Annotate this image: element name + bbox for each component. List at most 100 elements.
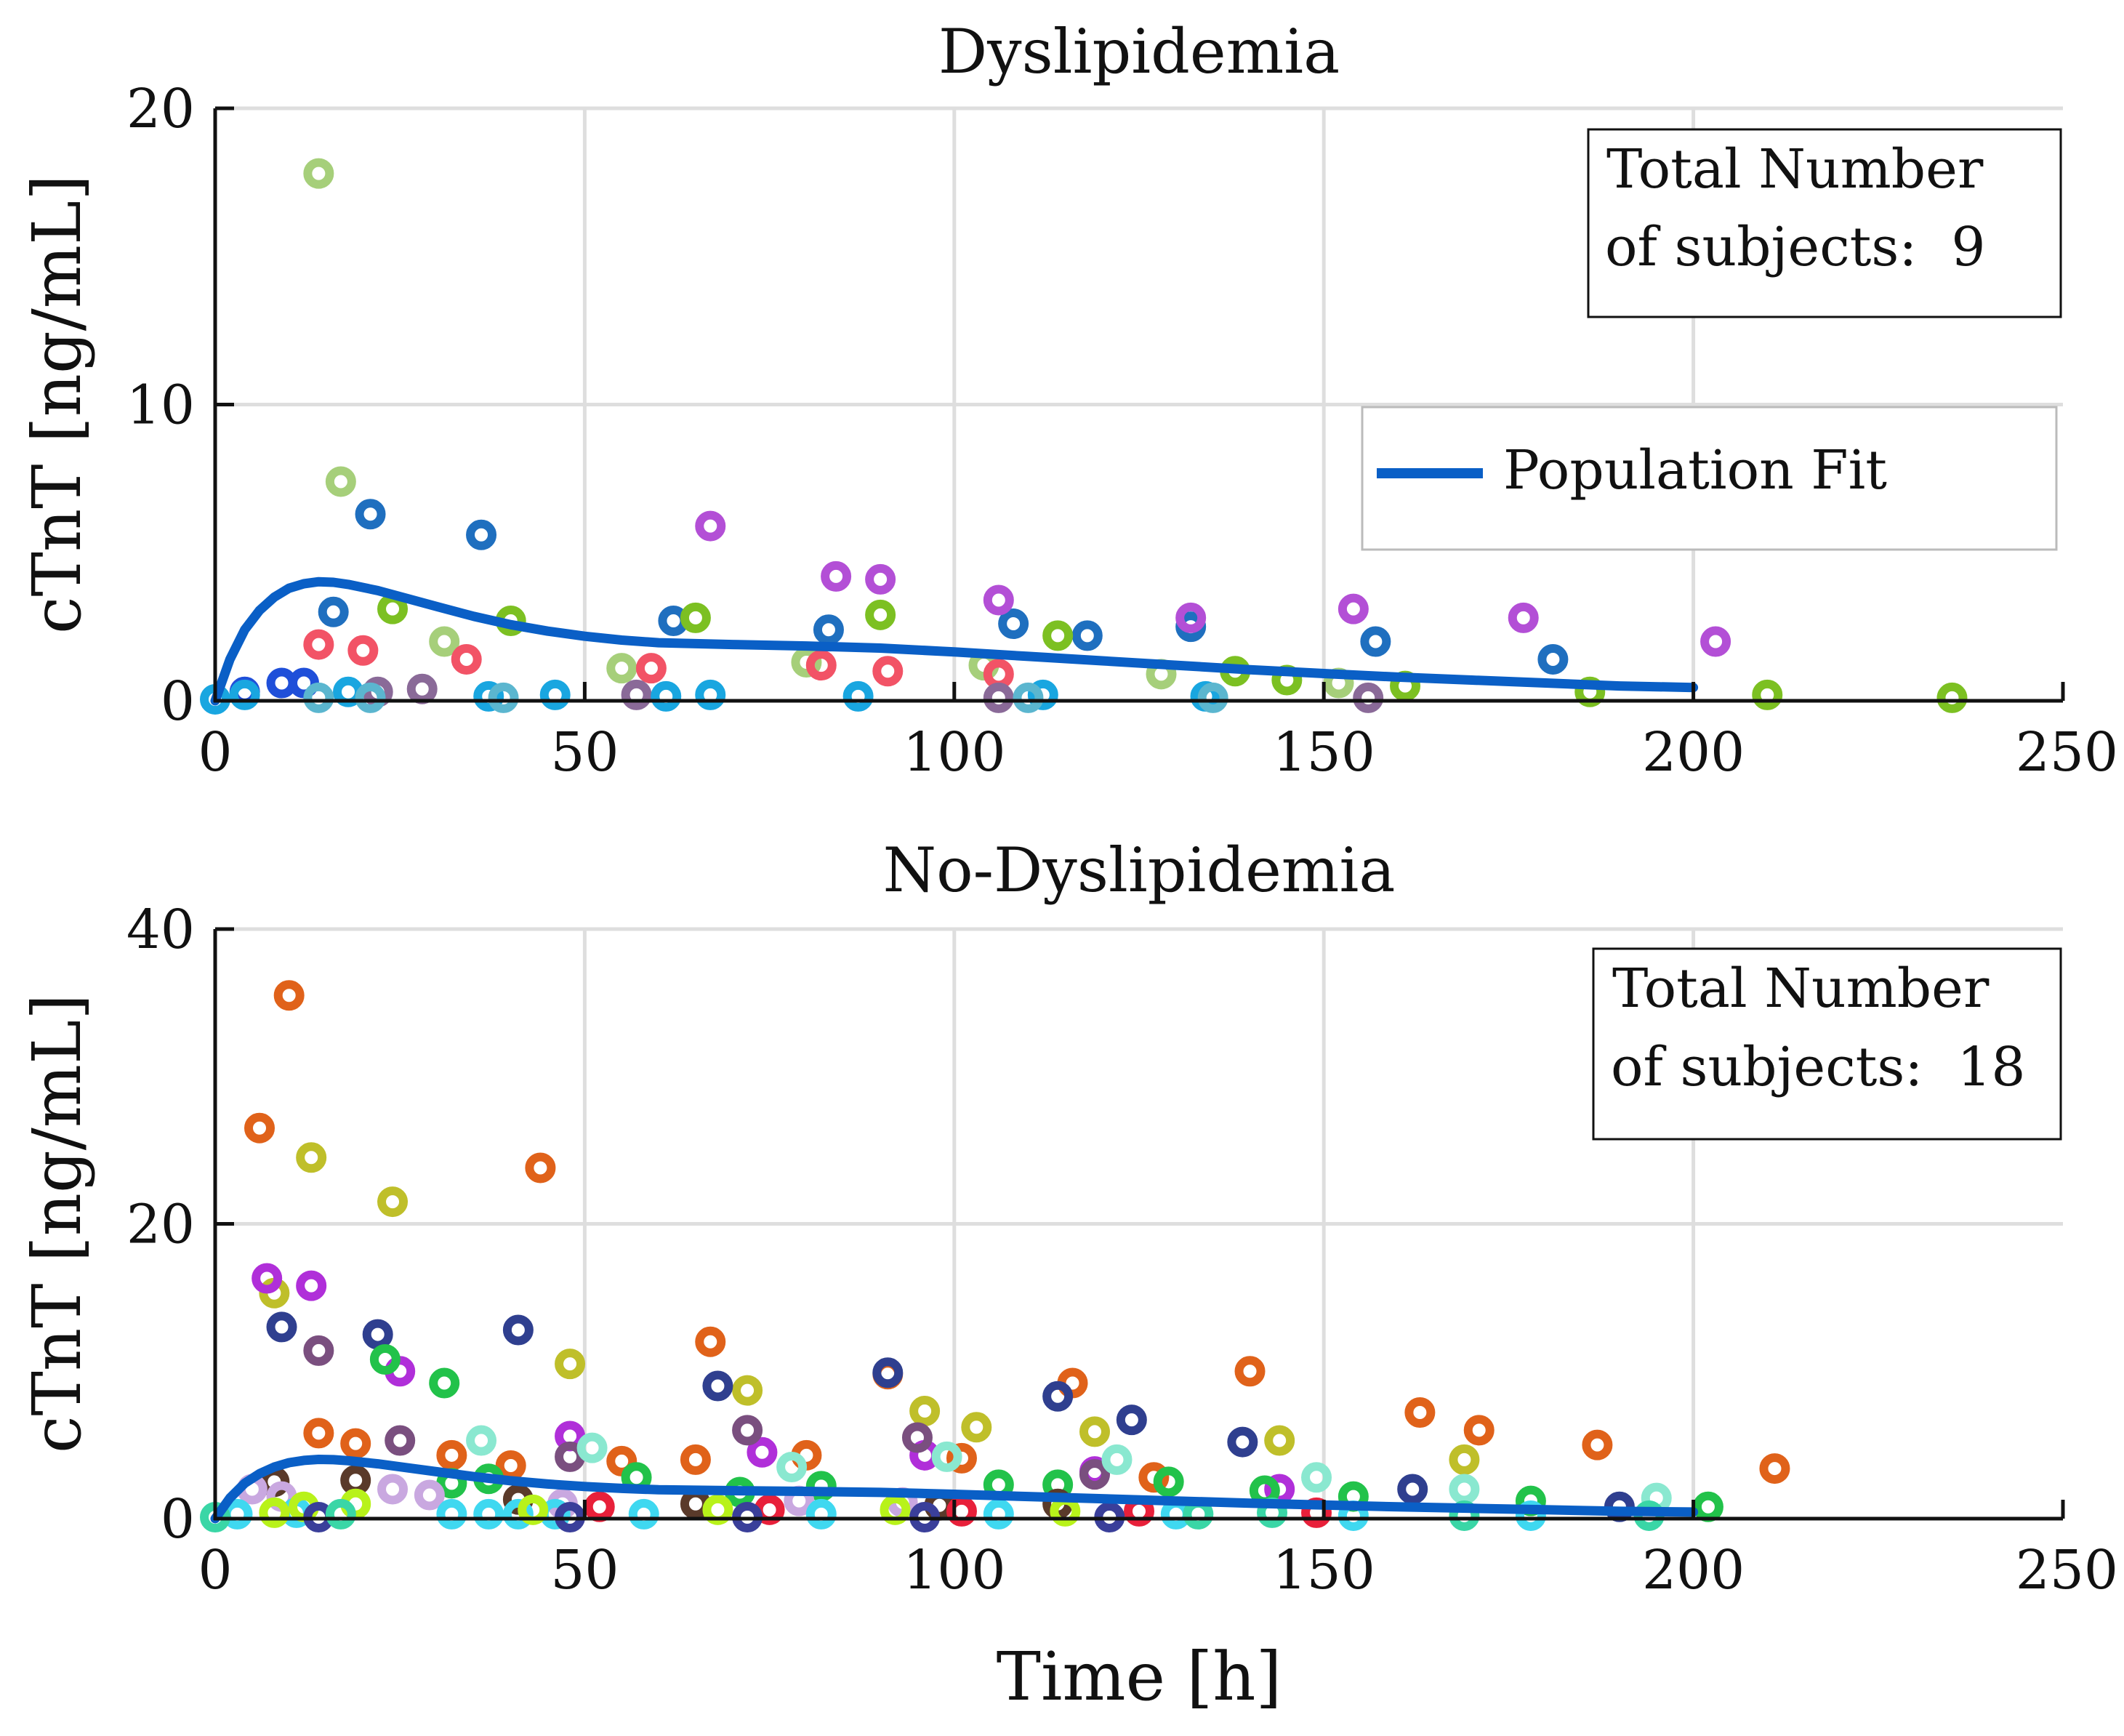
data-point xyxy=(296,1142,327,1173)
tick-labels: 0 50 100 150 200 250 0 20 40 xyxy=(126,899,2118,1602)
axes xyxy=(213,927,2065,1521)
data-point xyxy=(539,679,571,710)
data-point xyxy=(451,643,482,675)
data-point xyxy=(473,1498,504,1530)
data-point xyxy=(1264,1425,1295,1456)
data-point xyxy=(303,629,334,660)
data-point xyxy=(1397,1474,1428,1505)
data-point xyxy=(429,1367,460,1399)
data-point xyxy=(229,679,260,710)
x-tick-label: 50 xyxy=(550,721,619,784)
data-point xyxy=(303,158,334,189)
data-point xyxy=(983,584,1014,616)
data-point xyxy=(1101,1444,1133,1475)
data-point xyxy=(909,1395,941,1426)
data-point xyxy=(303,1335,334,1366)
y-tick-label: 40 xyxy=(126,899,195,961)
y-tick-label: 0 xyxy=(161,670,195,733)
data-point xyxy=(266,1311,297,1343)
data-point xyxy=(1301,1462,1332,1493)
data-point xyxy=(488,682,519,713)
tick-labels: 0 50 100 150 200 250 0 10 20 xyxy=(126,78,2118,784)
data-point xyxy=(296,1270,327,1301)
x-axis-label: Time [h] xyxy=(997,1638,1282,1716)
data-point xyxy=(1042,620,1074,651)
data-point xyxy=(1013,682,1044,713)
data-point xyxy=(362,1319,393,1350)
data-point xyxy=(776,1452,808,1483)
data-point xyxy=(695,679,726,710)
data-point xyxy=(252,1263,283,1294)
x-tick-label: 100 xyxy=(903,721,1005,784)
data-point xyxy=(244,1112,275,1144)
data-point xyxy=(1071,620,1103,651)
data-point xyxy=(303,1418,334,1449)
data-point xyxy=(303,682,334,713)
data-point xyxy=(414,1479,445,1511)
data-point xyxy=(872,1357,904,1389)
x-tick-label: 150 xyxy=(1273,1539,1375,1602)
data-point xyxy=(1175,602,1207,633)
data-point xyxy=(429,626,460,657)
data-point xyxy=(1027,679,1058,710)
data-point xyxy=(1234,1356,1266,1387)
data-point xyxy=(621,679,652,710)
data-point xyxy=(1138,1462,1170,1493)
info-box-line-2: of subjects: 9 xyxy=(1605,216,1985,278)
data-point xyxy=(805,1498,837,1530)
info-box: Total Number of subjects: 18 xyxy=(1592,947,2062,1141)
data-point xyxy=(606,653,637,684)
y-tick-label: 20 xyxy=(126,1194,195,1256)
data-point xyxy=(998,608,1029,640)
data-point xyxy=(502,1498,534,1530)
data-point xyxy=(259,1497,290,1528)
data-point xyxy=(1936,682,1968,713)
data-point xyxy=(702,1370,733,1402)
data-point xyxy=(732,1415,763,1446)
data-point xyxy=(695,510,726,542)
panel-dyslipidemia: 0 50 100 150 200 250 0 10 20 Dyslipidemia cTnT [… xyxy=(18,16,2118,784)
data-point xyxy=(880,1494,911,1525)
data-point xyxy=(1752,679,1783,710)
data-point xyxy=(872,656,904,687)
data-point xyxy=(695,1326,726,1357)
data-point xyxy=(1227,1426,1258,1458)
data-point xyxy=(525,1152,556,1184)
data-point xyxy=(1463,1415,1495,1446)
data-point xyxy=(1116,1405,1147,1436)
chart-title: No-Dyslipidemia xyxy=(883,835,1396,906)
data-point xyxy=(680,602,711,633)
y-tick-label: 10 xyxy=(126,374,195,437)
data-point xyxy=(946,1442,977,1474)
data-point xyxy=(1582,1429,1613,1460)
chart-title: Dyslipidemia xyxy=(938,16,1340,87)
data-point xyxy=(983,682,1014,713)
y-axis-label: cTnT [ng/mL] xyxy=(18,174,96,634)
data-markers xyxy=(200,980,1790,1532)
data-point xyxy=(436,1439,467,1471)
data-point xyxy=(502,1314,534,1346)
data-point xyxy=(555,1349,586,1380)
data-point xyxy=(946,1495,977,1527)
data-point xyxy=(355,682,386,713)
data-point xyxy=(805,1471,837,1502)
data-point xyxy=(635,653,667,684)
x-tick-label: 0 xyxy=(198,1539,232,1602)
data-point xyxy=(651,680,682,712)
data-point xyxy=(1449,1444,1480,1475)
data-point xyxy=(325,466,356,497)
data-point xyxy=(347,635,379,666)
data-point xyxy=(385,1425,416,1456)
data-point xyxy=(865,563,896,595)
data-point xyxy=(747,1436,778,1468)
data-point xyxy=(369,1344,401,1375)
data-point xyxy=(1153,1466,1184,1498)
data-point xyxy=(865,599,896,630)
data-point xyxy=(340,1428,371,1459)
population-fit-line xyxy=(210,1455,1699,1524)
data-point xyxy=(1079,1416,1110,1447)
data-point xyxy=(273,980,305,1011)
x-tick-label: 200 xyxy=(1642,1539,1745,1602)
data-point xyxy=(931,1441,962,1472)
